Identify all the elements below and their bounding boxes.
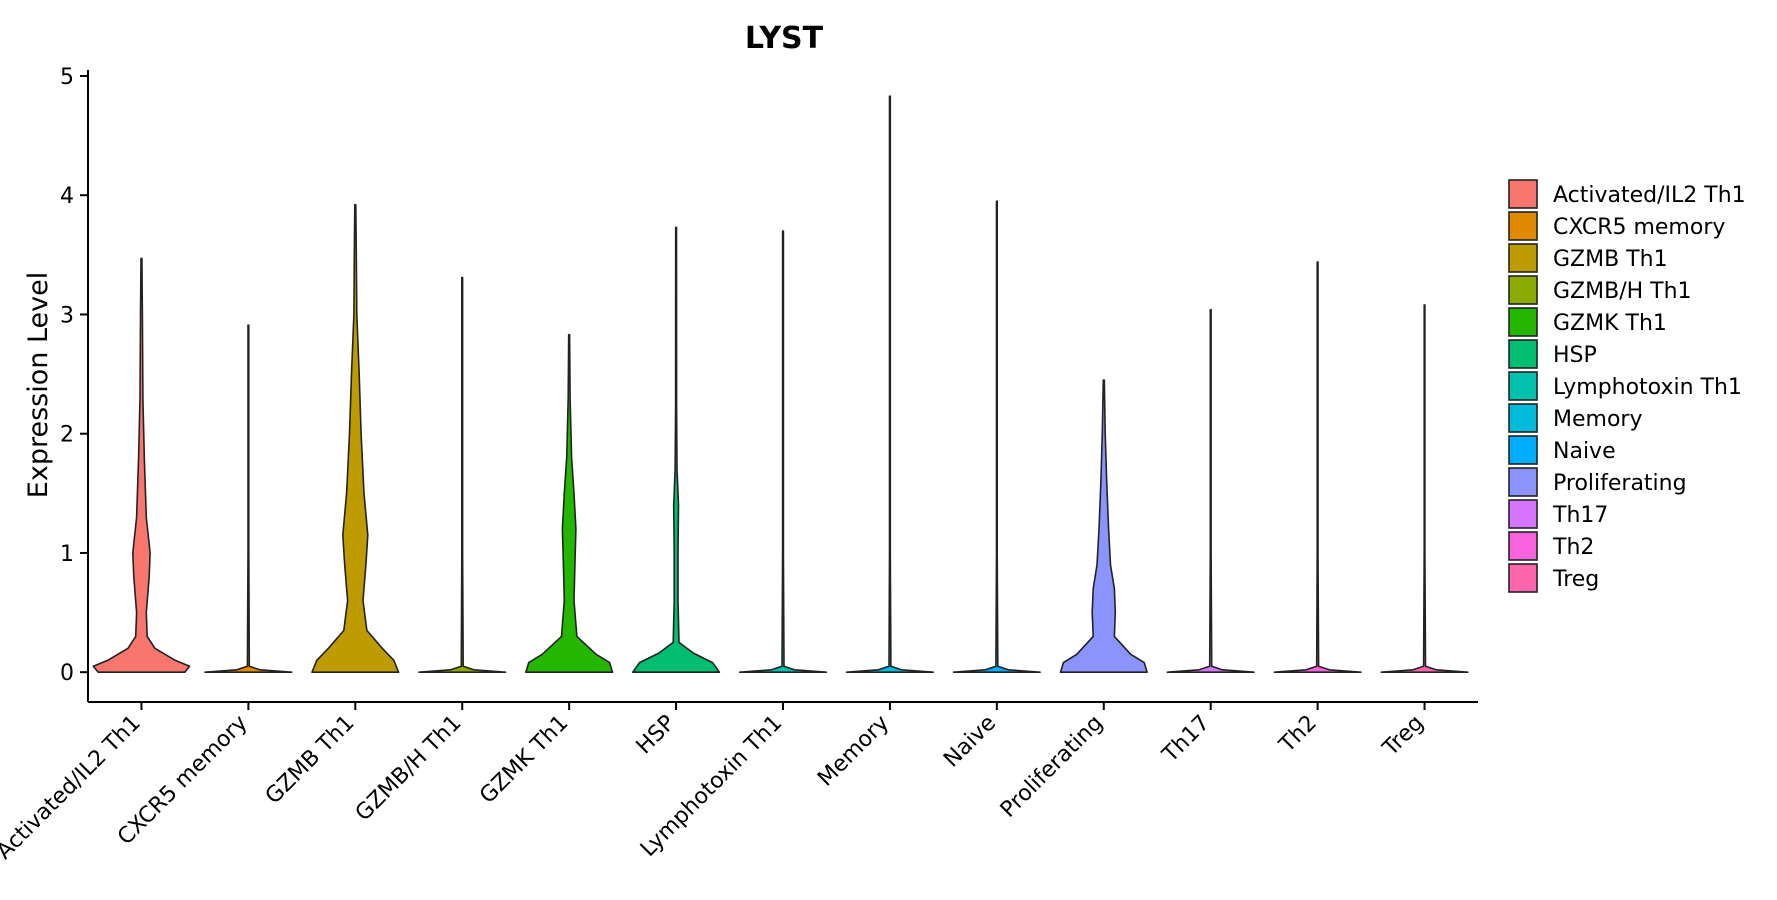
legend-swatch <box>1508 179 1538 209</box>
x-tick-label: Memory <box>813 711 894 792</box>
violin-hsp <box>631 226 721 673</box>
y-tick-label: 4 <box>60 184 74 209</box>
legend-swatch <box>1508 371 1538 401</box>
x-tick-label: Proliferating <box>996 711 1108 823</box>
y-tick-label: 0 <box>60 661 74 686</box>
y-tick-label: 5 <box>60 65 74 90</box>
legend-swatch <box>1508 499 1538 529</box>
y-tick-label: 3 <box>60 303 74 328</box>
legend-swatch <box>1508 275 1538 305</box>
legend-label: Naive <box>1553 439 1616 464</box>
legend: Activated/IL2 Th1 CXCR5 memory GZMB Th1 GZM… <box>1508 179 1746 593</box>
legend-label: CXCR5 memory <box>1553 215 1725 240</box>
x-tick-label: GZMK Th1 <box>475 711 573 809</box>
legend-label: Proliferating <box>1553 471 1687 496</box>
legend-label: Th17 <box>1552 503 1608 528</box>
legend-label: Lymphotoxin Th1 <box>1553 375 1742 400</box>
legend-label: Memory <box>1553 407 1642 432</box>
violin-th2 <box>1273 261 1362 673</box>
legend-swatch <box>1508 339 1538 369</box>
x-tick-label: Th17 <box>1157 711 1215 769</box>
violin-lymphotoxin-th1 <box>738 230 828 673</box>
x-tick-label: Th2 <box>1274 711 1322 759</box>
violin-memory <box>845 95 934 673</box>
chart-title: LYST <box>745 21 824 56</box>
violin-gzmk-th1 <box>525 333 614 673</box>
legend-swatch <box>1508 211 1538 241</box>
legend-swatch <box>1508 531 1538 561</box>
violin-th17 <box>1166 308 1255 673</box>
y-tick-label: 2 <box>60 423 74 448</box>
x-tick-label: HSP <box>632 711 681 760</box>
violin-gzmb-h-th1 <box>418 276 507 673</box>
violin-naive <box>952 200 1041 673</box>
legend-label: Activated/IL2 Th1 <box>1553 183 1746 208</box>
legend-swatch <box>1508 563 1538 593</box>
violin-activated-il2-th1 <box>92 257 191 673</box>
x-tick-label: GZMB/H Th1 <box>351 711 467 827</box>
legend-swatch <box>1508 435 1538 465</box>
legend-swatch <box>1508 403 1538 433</box>
violins <box>92 95 1469 673</box>
x-tick-label: GZMB Th1 <box>261 711 360 810</box>
legend-label: Th2 <box>1552 535 1594 560</box>
legend-swatch <box>1508 467 1538 497</box>
violin-proliferating <box>1059 379 1148 673</box>
x-tick-label: Treg <box>1378 711 1429 762</box>
y-axis: 0 1 2 3 4 5 <box>60 65 89 702</box>
legend-label: GZMB Th1 <box>1553 247 1668 272</box>
legend-label: HSP <box>1553 343 1597 368</box>
x-tick-label: Naive <box>939 711 1001 773</box>
legend-swatch <box>1508 307 1538 337</box>
legend-label: GZMB/H Th1 <box>1553 279 1692 304</box>
y-axis-title: Expression Level <box>23 272 54 498</box>
legend-label: Treg <box>1552 567 1599 592</box>
y-tick-label: 1 <box>60 542 74 567</box>
legend-label: GZMK Th1 <box>1553 311 1667 336</box>
legend-swatch <box>1508 243 1538 273</box>
violin-treg <box>1380 304 1469 673</box>
violin-cxcr5-memory <box>204 324 293 673</box>
violin-gzmb-th1 <box>311 203 400 673</box>
